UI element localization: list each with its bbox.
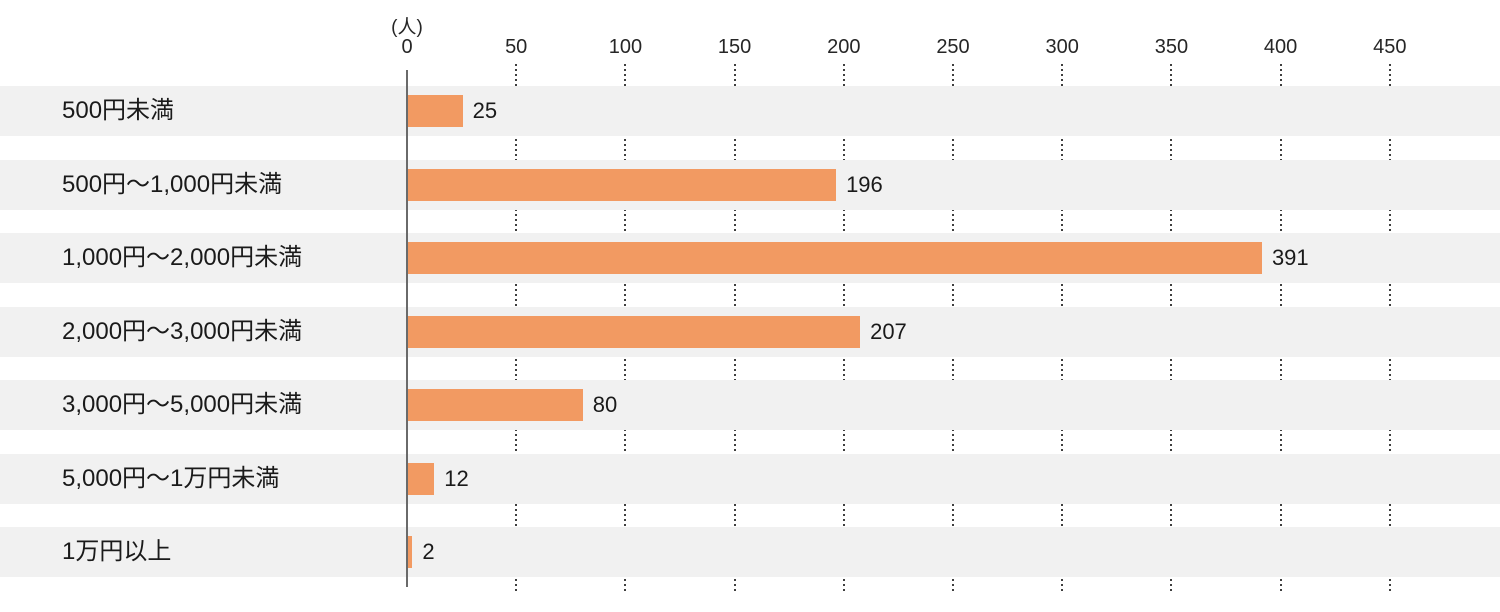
- value-label: 391: [1271, 245, 1309, 270]
- x-axis-tick-label: 300: [1045, 36, 1079, 58]
- bar: [408, 536, 413, 568]
- row-band: [0, 380, 1500, 430]
- bar: [408, 168, 837, 201]
- x-axis-tick-label: 0: [401, 36, 413, 58]
- category-label: 1,000円〜2,000円未満: [62, 244, 303, 271]
- x-axis-tick-label: 100: [608, 36, 643, 58]
- category-label: 1万円以上: [62, 538, 172, 565]
- bar: [408, 95, 463, 127]
- x-axis-tick-label: 200: [827, 36, 861, 58]
- bar: [408, 389, 583, 421]
- bar: [408, 462, 435, 495]
- row-band: [0, 86, 1500, 136]
- bar: [408, 315, 861, 348]
- x-axis-tick-label: 250: [936, 36, 970, 58]
- bar: [408, 242, 1262, 274]
- value-label: 196: [846, 171, 883, 197]
- row-band: [0, 527, 1500, 577]
- category-label: 500円未満: [62, 97, 175, 124]
- value-label: 207: [870, 318, 907, 344]
- value-label: 2: [422, 539, 435, 564]
- category-label: 2,000円〜3,000円未満: [62, 317, 303, 345]
- x-axis-tick-label: 450: [1373, 36, 1407, 58]
- category-label: 3,000円〜5,000円未満: [62, 391, 303, 418]
- row-band: [0, 453, 1500, 504]
- category-label: 500円〜1,000円未満: [62, 170, 283, 198]
- x-axis-tick-label: 150: [717, 36, 752, 58]
- x-axis-tick-label: 400: [1263, 36, 1298, 58]
- x-axis-tick-label: 350: [1154, 36, 1189, 58]
- axis-unit-label: (人): [391, 17, 423, 38]
- y-axis-line: [406, 70, 408, 587]
- value-label: 80: [592, 392, 618, 417]
- value-label: 12: [444, 465, 469, 491]
- x-axis-tick-label: 50: [505, 36, 528, 58]
- value-label: 25: [472, 98, 498, 123]
- category-label: 5,000円〜1万円未満: [62, 464, 280, 492]
